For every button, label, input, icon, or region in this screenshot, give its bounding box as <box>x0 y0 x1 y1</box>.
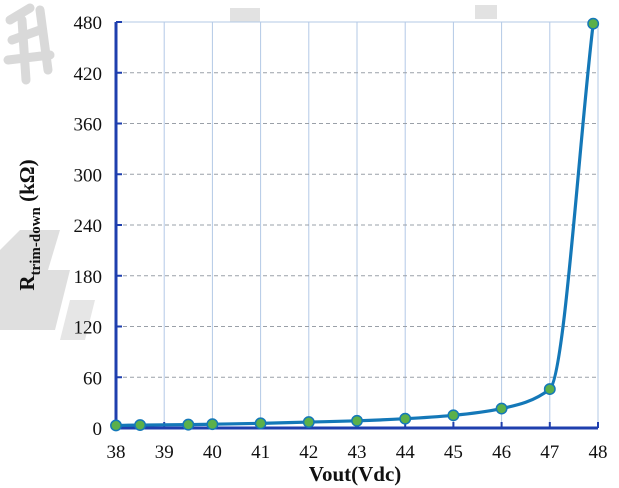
data-point <box>302 416 315 429</box>
x-tick-label: 42 <box>299 442 318 463</box>
series-layer <box>110 17 600 432</box>
data-point <box>587 17 600 30</box>
x-tick-label: 47 <box>540 442 559 463</box>
y-axis-title-unit: (kΩ) <box>15 159 39 207</box>
y-tick-label: 180 <box>74 267 103 288</box>
y-tick-label: 360 <box>74 115 103 136</box>
x-tick-label: 43 <box>348 442 367 463</box>
y-tick-label: 60 <box>83 368 102 389</box>
data-point <box>399 412 412 425</box>
y-tick-label: 300 <box>74 165 103 186</box>
data-point <box>543 383 556 396</box>
y-axis-title: Rtrim-down (kΩ) <box>15 159 44 290</box>
x-tick-label: 44 <box>396 442 416 463</box>
y-tick-label: 480 <box>74 13 103 34</box>
y-tick-label: 120 <box>74 318 103 339</box>
x-tick-label: 38 <box>107 442 126 463</box>
x-axis-title: Vout(Vdc) <box>309 462 402 486</box>
grid <box>116 22 598 428</box>
data-point <box>447 409 460 422</box>
y-axis-title-main: R <box>15 275 39 291</box>
x-tick-label: 39 <box>155 442 174 463</box>
data-point <box>182 418 195 431</box>
data-point <box>254 417 267 430</box>
x-tick-label: 45 <box>444 442 463 463</box>
axes <box>114 21 599 430</box>
x-tick-label: 41 <box>251 442 270 463</box>
y-tick-label: 0 <box>93 419 103 440</box>
tick-labels: 38 39 40 41 42 43 44 45 46 47 48060120180240300360… <box>74 13 608 463</box>
data-point <box>351 414 363 427</box>
data-point <box>134 419 147 431</box>
x-tick-label: 40 <box>203 442 222 463</box>
data-point <box>110 419 122 432</box>
x-tick-label: 48 <box>589 442 608 463</box>
y-axis-title-sub: trim-down <box>28 206 44 275</box>
x-tick-label: 46 <box>492 442 511 463</box>
y-tick-label: 240 <box>74 216 103 237</box>
data-point <box>206 418 219 431</box>
y-tick-label: 420 <box>74 64 103 85</box>
data-point <box>495 402 508 415</box>
